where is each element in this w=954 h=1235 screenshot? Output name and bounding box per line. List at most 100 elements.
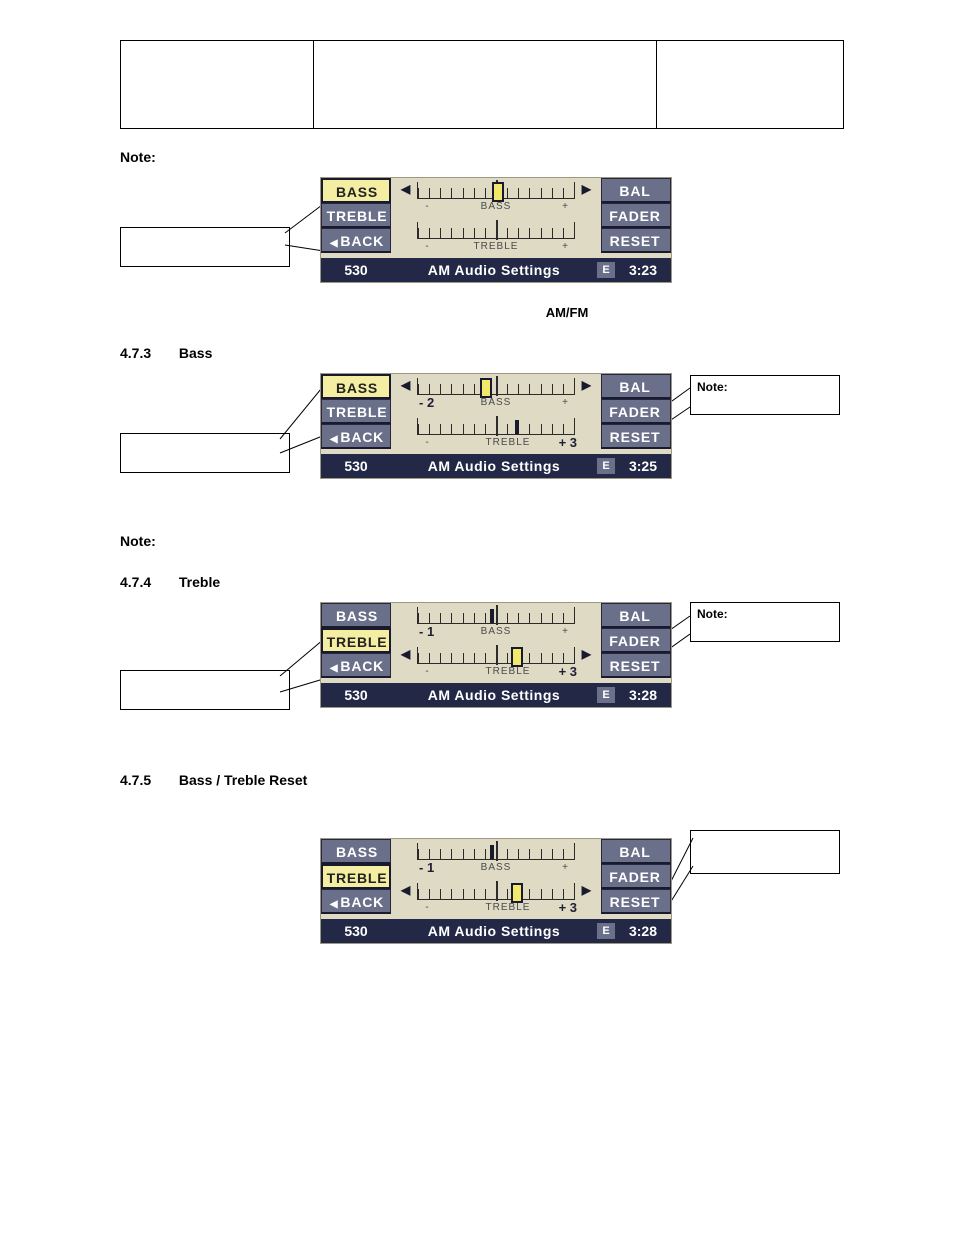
treble-value-right: + 3	[559, 435, 577, 450]
treble-slider[interactable]: ◀ ▶ - TREBLE + 3	[397, 643, 595, 683]
header-cell-2	[314, 41, 657, 129]
bass-button[interactable]: BASS	[321, 178, 391, 203]
callout-right-3: Note:	[690, 602, 840, 642]
arrow-left-icon[interactable]: ◀	[401, 182, 410, 196]
audio-panel-4: BASS TREBLE BACK BAL FADER RESET - 1	[320, 838, 672, 944]
audio-panel-3: BASS TREBLE BACK BAL FADER RESET - 1	[320, 602, 672, 708]
bass-ticks	[417, 607, 575, 624]
treble-slider[interactable]: ◀ ▶ - TREBLE + 3	[397, 879, 595, 919]
treble-slider-label: TREBLE	[439, 666, 577, 677]
status-clock: 3:28	[619, 687, 667, 703]
back-label: BACK	[340, 429, 384, 445]
treble-slider[interactable]: - TREBLE + 3	[397, 414, 595, 454]
bass-ticks	[417, 378, 575, 395]
bass-button[interactable]: BASS	[321, 839, 391, 864]
arrow-right-icon[interactable]: ▶	[582, 647, 591, 661]
arrow-right-icon[interactable]: ▶	[582, 378, 591, 392]
callout-right-2-note: Note:	[697, 380, 728, 394]
bass-button[interactable]: BASS	[321, 603, 391, 628]
treble-minus: -	[415, 902, 439, 913]
treble-value-right: + 3	[559, 900, 577, 915]
reset-button[interactable]: RESET	[601, 228, 671, 253]
status-title: AM Audio Settings	[391, 687, 597, 703]
back-button[interactable]: BACK	[321, 228, 391, 253]
bal-button[interactable]: BAL	[601, 839, 671, 864]
reset-button[interactable]: RESET	[601, 424, 671, 449]
fader-button[interactable]: FADER	[601, 628, 671, 653]
back-button[interactable]: BACK	[321, 889, 391, 914]
callout-right-3-note: Note:	[697, 607, 728, 621]
treble-button[interactable]: TREBLE	[321, 203, 391, 228]
fader-button[interactable]: FADER	[601, 203, 671, 228]
fader-button[interactable]: FADER	[601, 399, 671, 424]
arrow-right-icon[interactable]: ▶	[582, 182, 591, 196]
audio-panel-2: BASS TREBLE BACK BAL FADER RESET ◀ ▶	[320, 373, 672, 479]
treble-button[interactable]: TREBLE	[321, 628, 391, 653]
treble-button[interactable]: TREBLE	[321, 399, 391, 424]
back-label: BACK	[340, 894, 384, 910]
audio-panel-1: BASS TREBLE BACK BAL FADER RESET ◀ ▶	[320, 177, 672, 283]
status-e-badge: E	[597, 262, 615, 278]
bass-slider[interactable]: - 1 BASS +	[397, 839, 595, 879]
arrow-left-icon[interactable]: ◀	[401, 647, 410, 661]
treble-ticks	[417, 418, 575, 435]
treble-plus: +	[553, 241, 577, 252]
bass-ticks	[417, 843, 575, 860]
bass-button[interactable]: BASS	[321, 374, 391, 399]
status-bar: 530 AM Audio Settings E 3:23	[321, 258, 671, 282]
bass-slider-label: BASS	[439, 626, 553, 637]
section-475: 4.7.5 Bass / Treble Reset	[120, 772, 844, 788]
header-cell-3	[657, 41, 844, 129]
section-473-num: 4.7.3	[120, 345, 175, 361]
fader-button[interactable]: FADER	[601, 864, 671, 889]
treble-value-right: + 3	[559, 664, 577, 679]
callout-right-4	[690, 830, 840, 874]
status-title: AM Audio Settings	[391, 458, 597, 474]
arrow-right-icon[interactable]: ▶	[582, 883, 591, 897]
bass-slider[interactable]: ◀ ▶ - BASS +	[397, 178, 595, 218]
status-clock: 3:23	[619, 262, 667, 278]
bass-plus: +	[553, 626, 577, 637]
treble-minus: -	[415, 437, 439, 448]
status-freq: 530	[321, 923, 391, 939]
bal-button[interactable]: BAL	[601, 374, 671, 399]
treble-ticks	[417, 883, 575, 900]
header-cell-1	[121, 41, 314, 129]
bass-slider-label: BASS	[439, 862, 553, 873]
bass-value-left: - 2	[419, 395, 434, 410]
status-clock: 3:25	[619, 458, 667, 474]
arrow-left-icon[interactable]: ◀	[401, 378, 410, 392]
bass-value-left: - 1	[419, 860, 434, 875]
back-button[interactable]: BACK	[321, 424, 391, 449]
bass-slider[interactable]: ◀ ▶ - 2 BASS +	[397, 374, 595, 414]
treble-slider-label: TREBLE	[439, 902, 577, 913]
note-label-1: Note:	[120, 149, 844, 165]
reset-button[interactable]: RESET	[601, 653, 671, 678]
arrow-left-icon[interactable]: ◀	[401, 883, 410, 897]
callout-left-3	[120, 670, 290, 710]
section-474-num: 4.7.4	[120, 574, 175, 590]
status-e-badge: E	[597, 923, 615, 939]
back-button[interactable]: BACK	[321, 653, 391, 678]
note-label-2: Note:	[120, 533, 844, 549]
bass-slider[interactable]: - 1 BASS +	[397, 603, 595, 643]
status-bar: 530 AM Audio Settings E 3:28	[321, 919, 671, 943]
bass-value-left: - 1	[419, 624, 434, 639]
treble-slider[interactable]: - TREBLE +	[397, 218, 595, 258]
panel-2-wrap: Note: BASS TREBLE BACK BAL FADER RESET ◀…	[120, 373, 844, 503]
status-title: AM Audio Settings	[391, 262, 597, 278]
status-clock: 3:28	[619, 923, 667, 939]
callout-left-2	[120, 433, 290, 473]
treble-ticks	[417, 647, 575, 664]
status-freq: 530	[321, 458, 391, 474]
treble-button[interactable]: TREBLE	[321, 864, 391, 889]
status-bar: 530 AM Audio Settings E 3:25	[321, 454, 671, 478]
status-e-badge: E	[597, 687, 615, 703]
treble-minus: -	[415, 666, 439, 677]
bass-plus: +	[553, 201, 577, 212]
status-e-badge: E	[597, 458, 615, 474]
bal-button[interactable]: BAL	[601, 603, 671, 628]
header-table	[120, 40, 844, 129]
bal-button[interactable]: BAL	[601, 178, 671, 203]
reset-button[interactable]: RESET	[601, 889, 671, 914]
